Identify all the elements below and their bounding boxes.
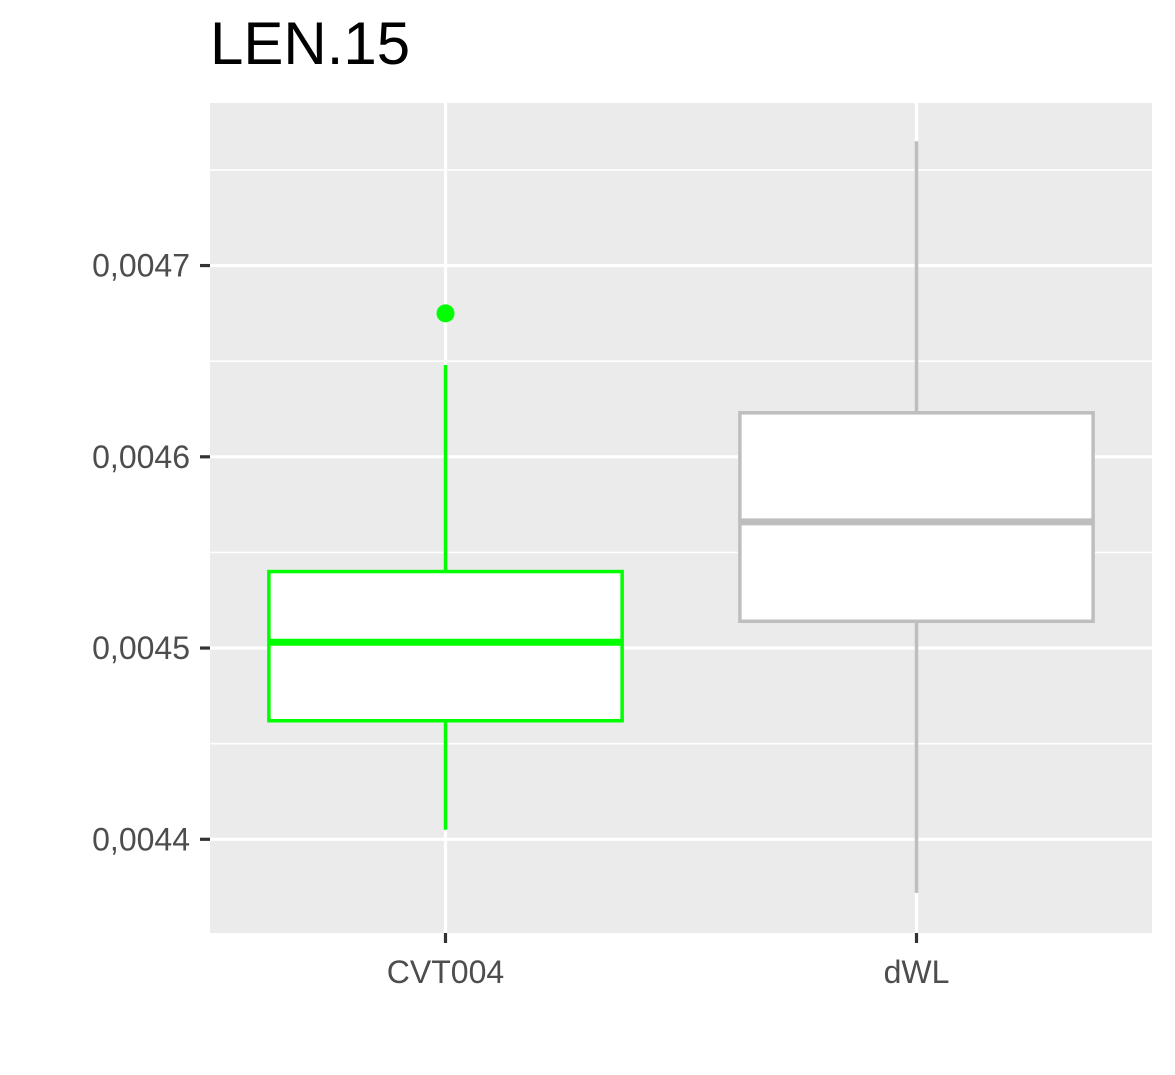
x-axis: CVT004 dWL bbox=[387, 933, 950, 990]
y-tick-label: 0,0044 bbox=[92, 821, 190, 857]
boxes bbox=[267, 141, 1095, 893]
x-tick-label: CVT004 bbox=[387, 954, 504, 990]
y-axis: 0,0044 0,0045 0,0046 0,0047 bbox=[92, 248, 210, 857]
box-iqr bbox=[267, 569, 624, 723]
box-CVT004 bbox=[267, 304, 624, 830]
y-tick-label: 0,0046 bbox=[92, 439, 190, 475]
chart-title: LEN.15 bbox=[210, 10, 411, 77]
outlier-point bbox=[436, 304, 455, 323]
y-tick-label: 0,0045 bbox=[92, 630, 190, 666]
box-iqr bbox=[738, 411, 1095, 624]
box-dWL bbox=[738, 141, 1095, 893]
y-tick-label: 0,0047 bbox=[92, 248, 190, 284]
x-tick-label: dWL bbox=[884, 954, 950, 990]
